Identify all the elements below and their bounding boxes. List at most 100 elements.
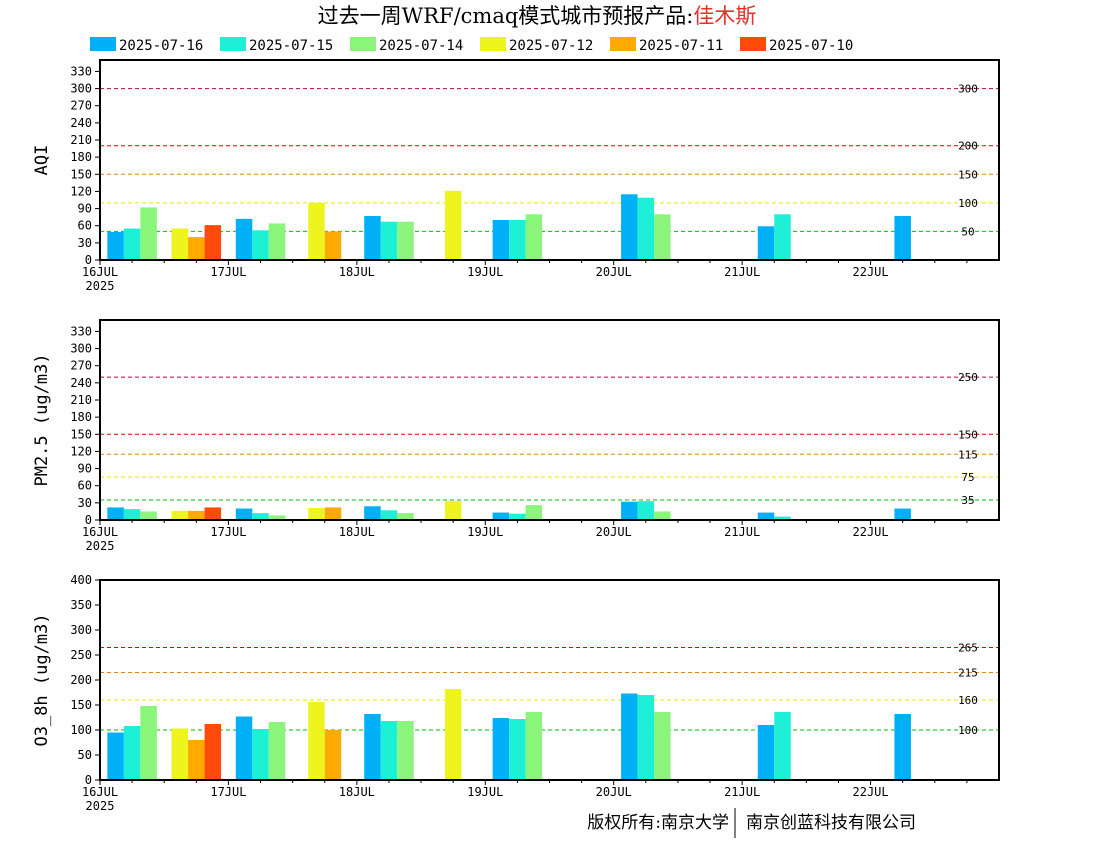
- bar: [444, 190, 462, 260]
- bar: [509, 220, 526, 260]
- bar: [123, 509, 141, 520]
- y-tick-label: 0: [85, 513, 92, 527]
- chart-title: 过去一周WRF/cmaq模式城市预报产品:佳木斯: [318, 4, 757, 28]
- y-tick-label: 0: [85, 253, 92, 267]
- bar: [235, 508, 253, 520]
- y-tick-label: 50: [78, 748, 92, 762]
- x-tick-label: 21JUL: [724, 265, 760, 279]
- bar: [171, 728, 189, 780]
- y-tick-label: 300: [70, 342, 92, 356]
- bar: [188, 740, 205, 780]
- bar: [492, 718, 510, 780]
- threshold-label: 100: [958, 197, 978, 210]
- bar: [654, 214, 671, 260]
- bar: [252, 513, 269, 520]
- legend-item: 2025-07-12: [480, 37, 593, 54]
- bar: [492, 512, 510, 520]
- bar: [107, 232, 124, 260]
- x-tick-label: 21JUL: [724, 525, 760, 539]
- legend-label: 2025-07-14: [379, 38, 463, 54]
- threshold-label: 100: [958, 724, 978, 737]
- x-tick-label: 16JUL: [82, 525, 118, 539]
- bar: [252, 729, 269, 780]
- bar: [637, 501, 655, 520]
- legend-item: 2025-07-10: [740, 37, 853, 54]
- plot-frame: [99, 59, 1000, 261]
- y-tick-label: 350: [70, 598, 92, 612]
- threshold-label: 150: [958, 168, 978, 181]
- y-tick-label: 180: [70, 150, 92, 164]
- x-tick-label: 20JUL: [596, 265, 632, 279]
- bar: [894, 216, 911, 260]
- x-tick-label: 17JUL: [210, 265, 246, 279]
- y-tick-label: 150: [70, 698, 92, 712]
- x-tick-label: 20JUL: [596, 785, 632, 799]
- threshold-label: 150: [958, 428, 978, 441]
- bar: [308, 508, 325, 520]
- plot-frame: [99, 579, 1000, 781]
- y-tick-label: 330: [70, 64, 92, 78]
- bar: [380, 721, 398, 780]
- y-tick-label: 400: [70, 573, 92, 587]
- y-tick-label: 120: [70, 184, 92, 198]
- chart-panel: 265 215 160 100 0 50 100 150 200 250 300 350 400 16JU…: [32, 573, 1000, 813]
- threshold-label: 265: [958, 642, 978, 655]
- legend-item: 2025-07-15: [220, 37, 333, 54]
- x-tick-label: 19JUL: [467, 785, 503, 799]
- threshold-label: 215: [958, 667, 978, 680]
- threshold-label: 250: [958, 371, 978, 384]
- bar: [397, 721, 414, 780]
- legend-label: 2025-07-10: [769, 38, 853, 54]
- x-tick-label: 16JUL: [82, 785, 118, 799]
- threshold-label: 35: [961, 494, 974, 507]
- y-tick-label: 200: [70, 673, 92, 687]
- bar: [235, 218, 253, 260]
- y-tick-label: 150: [70, 167, 92, 181]
- bar: [654, 511, 671, 520]
- bar: [140, 706, 157, 780]
- bar: [140, 207, 157, 260]
- bar: [774, 516, 791, 520]
- y-tick-label: 300: [70, 623, 92, 637]
- bar: [509, 719, 526, 780]
- legend-swatch: [350, 37, 376, 51]
- bar: [509, 513, 526, 520]
- bar: [621, 501, 638, 520]
- bar: [268, 515, 286, 520]
- bar: [171, 228, 189, 260]
- x-tick-label: 18JUL: [339, 265, 375, 279]
- bar: [525, 505, 543, 520]
- legend-item: 2025-07-14: [350, 37, 463, 54]
- y-tick-label: 240: [70, 116, 92, 130]
- bar: [774, 214, 791, 260]
- y-tick-label: 300: [70, 82, 92, 96]
- y-axis-label: AQI: [32, 145, 52, 176]
- y-tick-label: 150: [70, 427, 92, 441]
- bar: [123, 726, 141, 780]
- y-tick-label: 90: [78, 462, 92, 476]
- x-year-label: 2025: [86, 539, 115, 553]
- bar: [268, 722, 286, 780]
- x-tick-label: 18JUL: [339, 785, 375, 799]
- y-tick-label: 210: [70, 393, 92, 407]
- legend-item: 2025-07-11: [610, 37, 723, 54]
- x-tick-label: 17JUL: [210, 525, 246, 539]
- legend-item: 2025-07-16: [90, 37, 203, 54]
- y-tick-label: 120: [70, 444, 92, 458]
- bar: [621, 194, 638, 260]
- bar: [444, 689, 462, 780]
- bar: [140, 511, 157, 520]
- bar: [525, 214, 543, 260]
- bar: [252, 230, 269, 260]
- bar: [894, 714, 911, 780]
- legend: 2025-07-16 2025-07-15 2025-07-14 2025-07-12…: [90, 37, 853, 54]
- bar: [204, 507, 222, 520]
- bar: [637, 197, 655, 260]
- bar: [235, 716, 253, 780]
- x-tick-label: 22JUL: [853, 525, 889, 539]
- threshold-label: 75: [961, 471, 974, 484]
- bar: [123, 228, 141, 260]
- y-tick-label: 60: [78, 219, 92, 233]
